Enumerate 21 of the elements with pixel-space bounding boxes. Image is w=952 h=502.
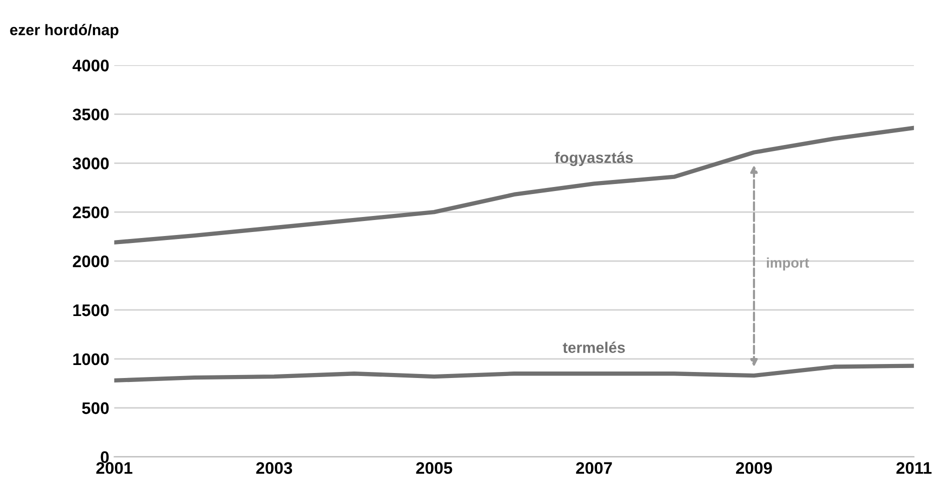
series-label: fogyasztás [554, 152, 633, 166]
x-tick-label: 2001 [96, 462, 132, 474]
y-tick-label: 3500 [72, 108, 109, 120]
y-tick-label: 0 [100, 451, 109, 464]
y-tick-label: 1000 [73, 353, 109, 366]
y-tick-label: 2500 [72, 206, 109, 218]
x-tick-label: 2005 [416, 462, 452, 474]
x-tick-label: 2007 [576, 462, 612, 474]
series-label: termelés [562, 342, 625, 353]
y-tick-label: 2000 [72, 255, 109, 268]
y-tick-label: 4000 [72, 60, 109, 72]
y-axis-title: ezer hordó/nap [10, 24, 118, 38]
y-tick-label: 1500 [73, 304, 109, 316]
y-tick-label: 3000 [72, 158, 109, 170]
annotation: import [766, 258, 810, 270]
x-tick-label: 2011 [896, 462, 932, 474]
y-tick-label: 500 [82, 402, 109, 414]
x-tick-label: 2009 [736, 462, 772, 474]
line-series [114, 126, 914, 245]
x-tick-label: 2003 [256, 462, 292, 474]
line-series [114, 364, 914, 383]
